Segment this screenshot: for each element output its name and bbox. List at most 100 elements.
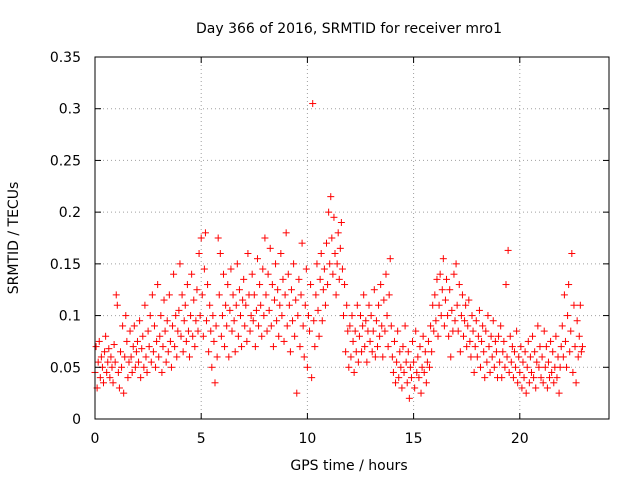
data-point xyxy=(207,327,215,335)
data-point xyxy=(479,322,487,330)
data-point xyxy=(450,270,458,278)
data-point xyxy=(234,332,242,340)
data-point xyxy=(565,281,573,289)
data-point xyxy=(255,322,263,330)
data-point xyxy=(398,384,406,392)
data-point xyxy=(102,332,110,340)
data-point xyxy=(456,348,464,356)
data-point xyxy=(468,312,476,320)
data-point xyxy=(457,312,465,320)
data-point xyxy=(501,363,509,371)
data-point xyxy=(135,358,143,366)
data-point xyxy=(426,363,434,371)
data-point xyxy=(298,239,306,247)
data-point xyxy=(351,327,359,335)
data-point xyxy=(519,358,527,366)
data-point xyxy=(491,337,499,345)
data-point xyxy=(96,374,104,382)
data-point xyxy=(345,363,353,371)
data-point xyxy=(365,301,373,309)
data-point xyxy=(522,389,530,397)
data-point xyxy=(434,332,442,340)
data-point xyxy=(349,337,357,345)
data-point xyxy=(213,353,221,361)
data-point xyxy=(420,368,428,376)
data-point xyxy=(440,322,448,330)
data-point xyxy=(331,250,339,258)
data-point xyxy=(233,260,241,268)
data-point xyxy=(160,296,168,304)
data-point xyxy=(264,270,272,278)
data-point xyxy=(273,317,281,325)
data-point xyxy=(278,312,286,320)
data-point xyxy=(251,343,259,351)
data-point xyxy=(358,348,366,356)
data-point xyxy=(196,312,204,320)
data-point xyxy=(97,353,105,361)
data-point xyxy=(239,296,247,304)
data-point xyxy=(283,322,291,330)
data-point xyxy=(460,332,468,340)
data-point xyxy=(326,260,334,268)
data-points xyxy=(91,100,586,402)
data-point xyxy=(348,312,356,320)
data-point xyxy=(199,332,207,340)
data-point xyxy=(492,348,500,356)
data-point xyxy=(109,379,117,387)
data-point xyxy=(578,343,586,351)
data-point xyxy=(92,343,100,351)
data-point xyxy=(287,286,295,294)
data-point xyxy=(533,358,541,366)
data-point xyxy=(369,327,377,335)
data-point xyxy=(404,348,412,356)
data-point xyxy=(497,322,505,330)
data-point xyxy=(104,358,112,366)
data-point xyxy=(571,343,579,351)
data-point xyxy=(367,312,375,320)
data-point xyxy=(260,312,268,320)
data-point xyxy=(147,358,155,366)
data-point xyxy=(465,296,473,304)
data-point xyxy=(157,312,165,320)
data-point xyxy=(507,358,515,366)
data-point xyxy=(566,348,574,356)
data-point xyxy=(487,332,495,340)
data-point xyxy=(142,353,150,361)
data-point xyxy=(328,234,336,242)
data-point xyxy=(309,100,317,108)
data-point xyxy=(216,250,224,258)
data-point xyxy=(489,317,497,325)
data-point xyxy=(241,322,249,330)
data-point xyxy=(509,374,517,382)
data-point xyxy=(261,234,269,242)
data-point xyxy=(518,384,526,392)
data-point xyxy=(576,301,584,309)
data-point xyxy=(464,322,472,330)
data-point xyxy=(336,244,344,252)
data-point xyxy=(227,265,235,273)
data-point xyxy=(119,322,127,330)
data-point xyxy=(266,244,274,252)
data-point xyxy=(335,275,343,283)
data-point xyxy=(427,322,435,330)
data-point xyxy=(383,312,391,320)
data-point xyxy=(149,348,157,356)
data-point xyxy=(502,281,510,289)
data-point xyxy=(192,317,200,325)
data-point xyxy=(178,291,186,299)
data-point xyxy=(292,296,300,304)
data-point xyxy=(301,301,309,309)
data-point xyxy=(127,353,135,361)
data-point xyxy=(128,368,136,376)
x-axis-label: GPS time / hours xyxy=(290,458,407,474)
data-point xyxy=(573,317,581,325)
data-point xyxy=(417,389,425,397)
data-point xyxy=(167,363,175,371)
data-point xyxy=(179,348,187,356)
data-point xyxy=(343,301,351,309)
data-point xyxy=(553,374,561,382)
data-point xyxy=(133,337,141,345)
data-point xyxy=(558,322,566,330)
data-point xyxy=(303,363,311,371)
